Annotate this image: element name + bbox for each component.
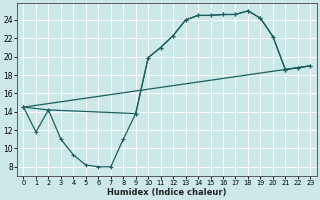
X-axis label: Humidex (Indice chaleur): Humidex (Indice chaleur) — [107, 188, 227, 197]
